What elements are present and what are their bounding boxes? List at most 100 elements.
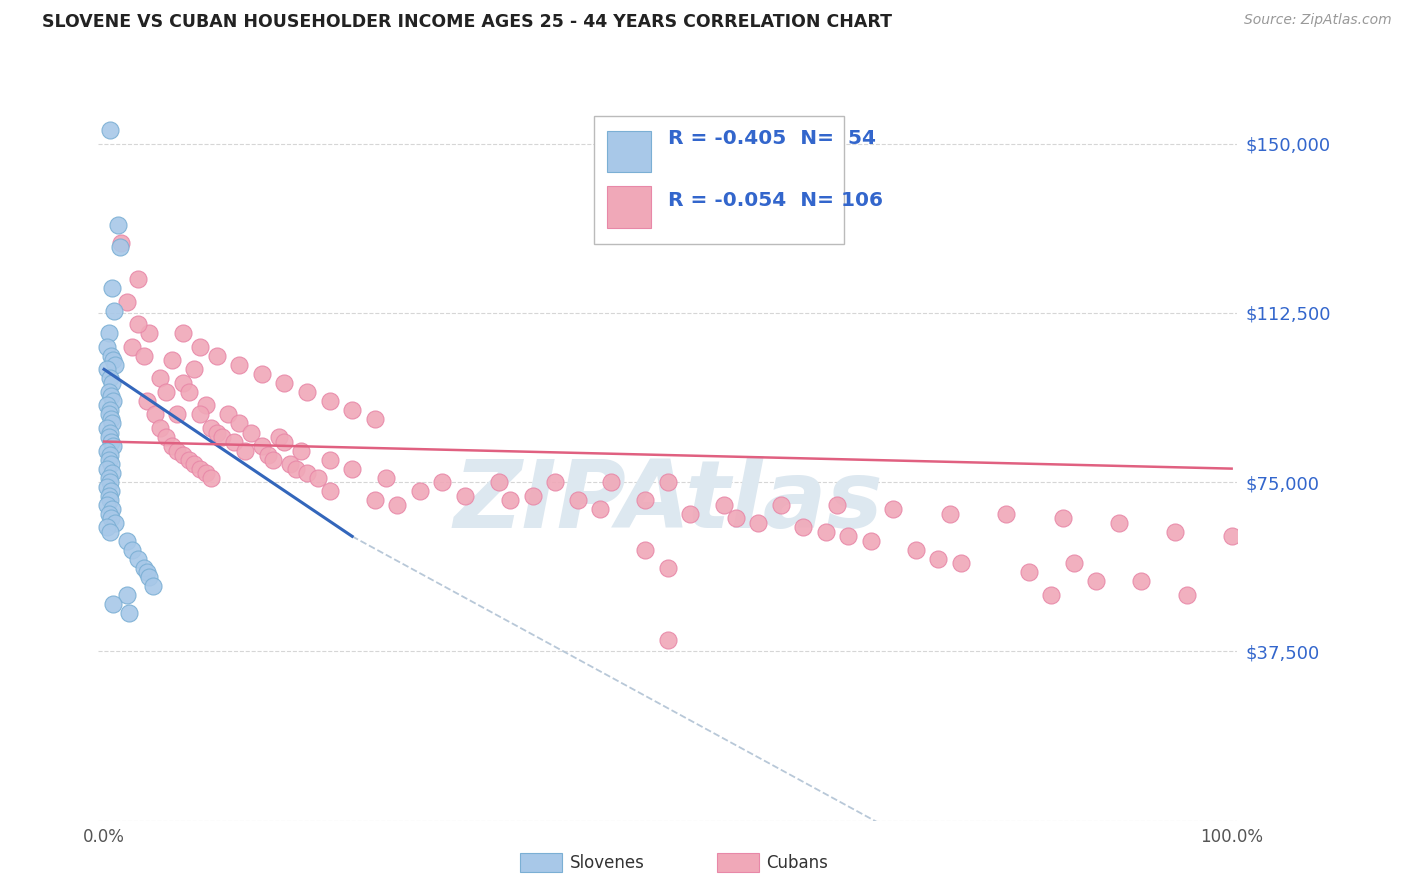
Point — [239, 425, 262, 440]
Point — [96, 520, 118, 534]
Point — [101, 281, 124, 295]
Point — [98, 123, 121, 137]
Point — [1130, 574, 1153, 589]
Point — [98, 403, 121, 417]
Point — [217, 408, 239, 422]
Point — [143, 408, 166, 422]
Point — [200, 470, 222, 484]
Point — [101, 417, 124, 431]
Text: Source: ZipAtlas.com: Source: ZipAtlas.com — [1244, 13, 1392, 28]
Text: ZIPAtlas: ZIPAtlas — [453, 456, 883, 549]
Point — [375, 470, 398, 484]
Point — [149, 371, 172, 385]
Point — [100, 484, 122, 499]
Point — [1175, 588, 1198, 602]
Point — [1108, 516, 1130, 530]
Point — [98, 425, 121, 440]
Point — [567, 493, 589, 508]
Point — [115, 533, 138, 548]
Point — [432, 475, 454, 490]
Point — [318, 393, 340, 408]
Point — [183, 362, 205, 376]
Text: R = -0.054  N= 106: R = -0.054 N= 106 — [668, 191, 883, 210]
Point — [454, 489, 477, 503]
Point — [97, 384, 120, 399]
Point — [938, 507, 960, 521]
Point — [273, 434, 295, 449]
Point — [792, 520, 814, 534]
Point — [295, 466, 318, 480]
Point — [101, 597, 124, 611]
Text: Slovenes: Slovenes — [569, 854, 644, 871]
Point — [103, 303, 125, 318]
Point — [135, 566, 157, 580]
Point — [149, 421, 172, 435]
Point — [115, 588, 138, 602]
Text: R = -0.405  N=  54: R = -0.405 N= 54 — [668, 128, 876, 148]
Point — [100, 412, 122, 426]
Point — [100, 349, 122, 363]
Point — [290, 443, 312, 458]
Point — [256, 448, 278, 462]
Point — [194, 399, 217, 413]
Point — [250, 439, 273, 453]
Point — [188, 408, 211, 422]
Point — [995, 507, 1018, 521]
Point — [307, 470, 329, 484]
Point — [101, 439, 124, 453]
Point — [138, 326, 160, 341]
Point — [115, 294, 138, 309]
Point — [160, 439, 183, 453]
Point — [96, 421, 118, 435]
Point — [127, 552, 149, 566]
Point — [166, 443, 188, 458]
Point — [104, 516, 127, 530]
Point — [250, 367, 273, 381]
FancyBboxPatch shape — [607, 130, 651, 172]
Point — [127, 272, 149, 286]
FancyBboxPatch shape — [607, 186, 651, 227]
Point — [101, 466, 124, 480]
Point — [96, 362, 118, 376]
Point — [101, 393, 124, 408]
Point — [98, 371, 121, 385]
Point — [97, 489, 120, 503]
Point — [98, 475, 121, 490]
Point — [118, 606, 141, 620]
Point — [127, 317, 149, 331]
Point — [522, 489, 544, 503]
Point — [1052, 511, 1074, 525]
Point — [1018, 566, 1040, 580]
Point — [155, 430, 177, 444]
Point — [101, 376, 124, 390]
Point — [108, 240, 131, 254]
Point — [228, 417, 250, 431]
Point — [837, 529, 859, 543]
Point — [387, 498, 409, 512]
Point — [284, 461, 307, 475]
Point — [363, 493, 385, 508]
Point — [96, 399, 118, 413]
Point — [121, 340, 143, 354]
Point — [188, 461, 211, 475]
Point — [488, 475, 510, 490]
Point — [96, 340, 118, 354]
Point — [634, 542, 657, 557]
Point — [747, 516, 769, 530]
Text: Cubans: Cubans — [766, 854, 828, 871]
Point — [188, 340, 211, 354]
Point — [1085, 574, 1108, 589]
Point — [98, 493, 121, 508]
Point — [177, 384, 200, 399]
Point — [1220, 529, 1243, 543]
Point — [363, 412, 385, 426]
Point — [267, 430, 290, 444]
Point — [172, 448, 194, 462]
Point — [927, 552, 949, 566]
Point — [96, 461, 118, 475]
Point — [107, 218, 129, 232]
Point — [97, 430, 120, 444]
Point — [1040, 588, 1063, 602]
Point — [657, 561, 679, 575]
Point — [713, 498, 735, 512]
